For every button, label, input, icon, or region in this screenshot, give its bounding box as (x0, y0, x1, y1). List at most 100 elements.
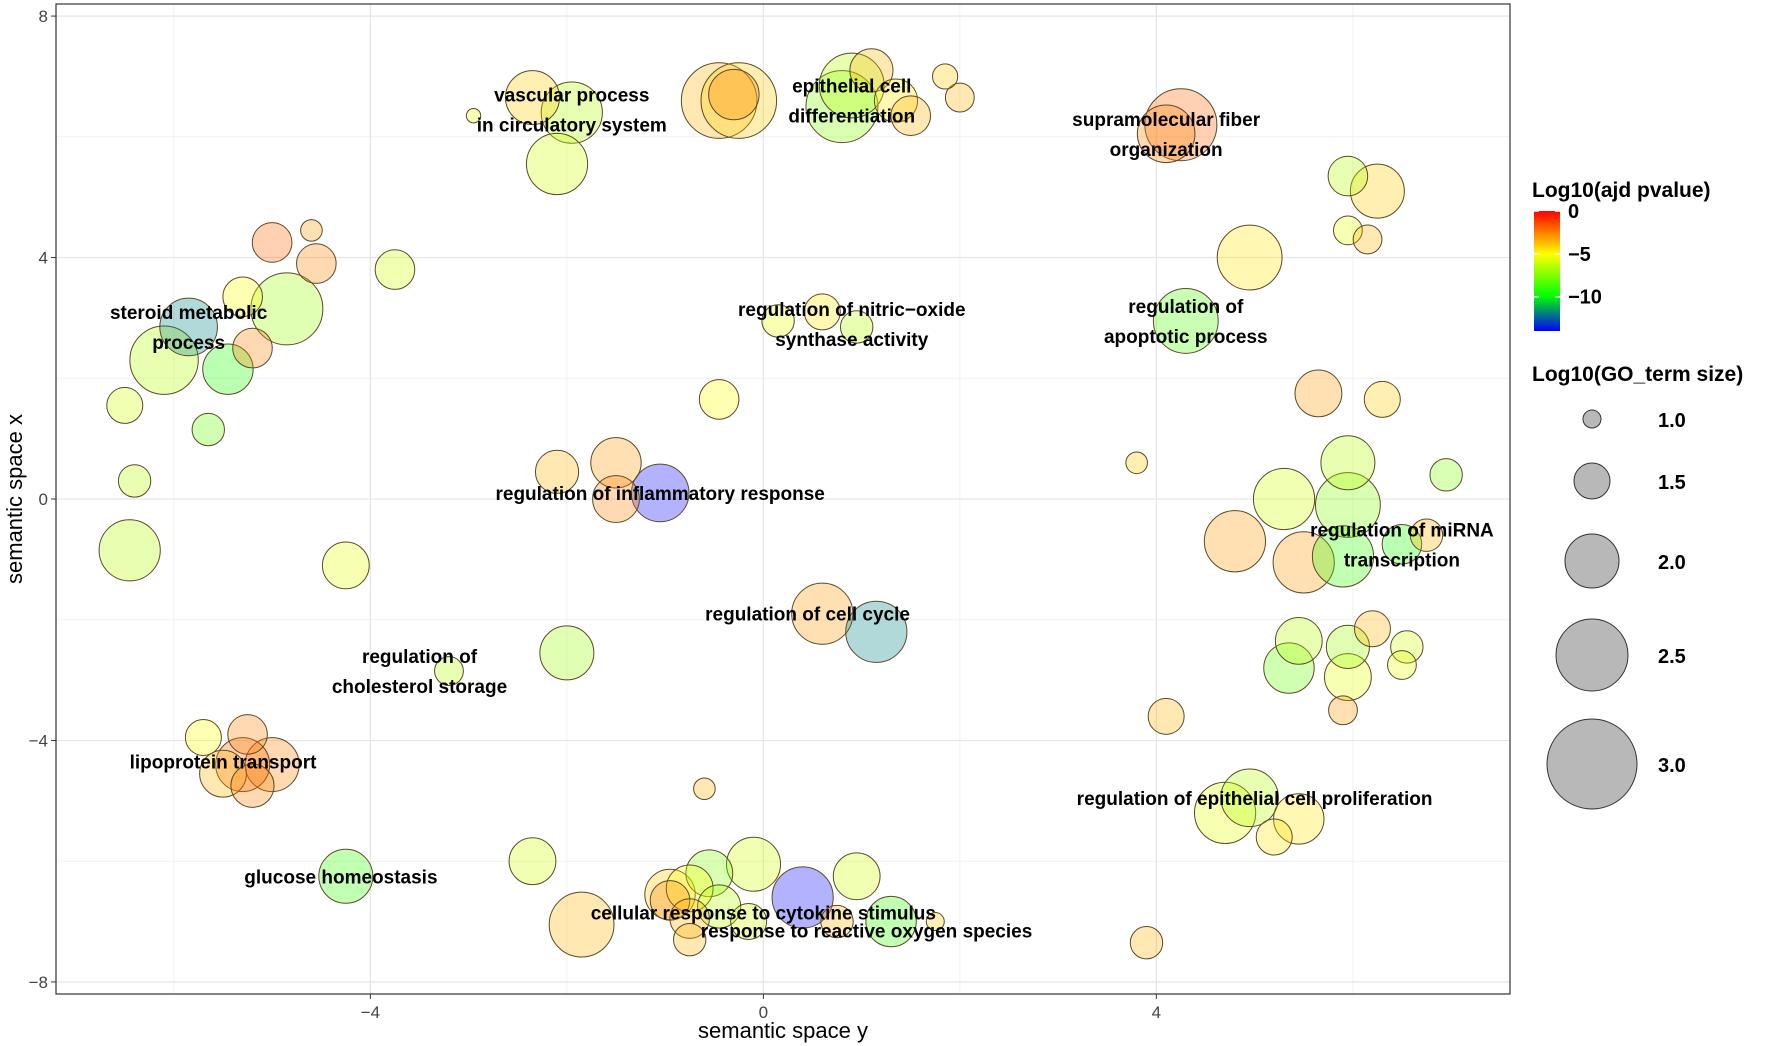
size-legend-circle (1564, 533, 1620, 589)
go-term-bubble (1349, 163, 1405, 219)
go-term-bubble (1332, 215, 1363, 246)
go-term-bubble (222, 276, 263, 318)
go-term-bubble (1320, 435, 1376, 491)
go-term-bubble (1353, 610, 1391, 648)
color-legend-tick-label: −5 (1568, 244, 1591, 266)
y-tick-label: −4 (29, 731, 48, 750)
go-term-bubble (1220, 768, 1279, 828)
go-term-label: regulation of epithelial cell proliferat… (1077, 789, 1433, 810)
go-term-label: regulation of miRNA (1310, 520, 1494, 541)
go-term-bubble (539, 625, 595, 681)
size-legend-title: Log10(GO_term size) (1532, 363, 1743, 386)
size-legend: Log10(GO_term size) 1.0 1.5 2.0 2.5 3.0 (1532, 363, 1743, 810)
go-term-label: regulation of inflammatory response (495, 484, 824, 505)
go-term-bubble (1255, 818, 1293, 856)
go-term-bubble (199, 749, 247, 798)
go-term-label: response to reactive oxygen species (701, 922, 1033, 943)
points-layer (98, 48, 1463, 960)
go-term-bubble (1147, 697, 1185, 735)
go-term-bubble (818, 52, 885, 119)
go-term-bubble (1311, 525, 1375, 588)
go-term-bubble (839, 310, 874, 344)
go-term-bubble (820, 904, 854, 939)
go-term-bubble (548, 891, 615, 958)
go-term-bubble (1152, 288, 1219, 354)
go-term-bubble (504, 70, 560, 126)
go-term-label: regulation of (362, 647, 478, 668)
go-term-bubble (1387, 650, 1417, 680)
go-term-bubble (184, 718, 222, 756)
go-term-label: epithelial cell (792, 77, 911, 98)
y-axis-title: semantic space x (2, 414, 27, 584)
go-term-bubble (374, 249, 416, 290)
grid (56, 4, 1510, 994)
go-term-label: process (152, 333, 225, 354)
go-term-bubble (1352, 224, 1383, 255)
go-term-label: lipoprotein transport (130, 753, 318, 774)
go-term-bubble (771, 866, 834, 929)
color-legend-bar (1534, 211, 1560, 331)
go-term-bubble (1263, 642, 1315, 694)
go-term-bubble (1328, 695, 1358, 726)
go-term-bubble (669, 898, 710, 939)
x-axis-title: semantic space y (698, 1018, 868, 1043)
go-term-bubble (761, 304, 795, 338)
go-term-label: regulation of nitric−oxide (738, 300, 966, 321)
go-term-bubble (98, 519, 161, 582)
go-term-bubble (873, 78, 919, 123)
size-legend-label: 2.0 (1658, 552, 1686, 574)
go-term-label: glucose homeostasis (244, 867, 437, 888)
go-term-bubble (321, 541, 370, 590)
color-legend: Log10(ajd pvalue) 0 −5 −10 (1532, 179, 1711, 331)
go-term-label: regulation of cell cycle (705, 605, 910, 626)
go-term-bubble (1125, 451, 1148, 475)
go-term-label: in circulatory system (477, 116, 667, 137)
size-legend-label: 2.5 (1658, 646, 1686, 668)
go-term-bubble (465, 107, 482, 124)
go-term-bubble (250, 272, 324, 346)
y-tick-label: 4 (39, 249, 48, 268)
go-term-bubble (202, 343, 254, 395)
size-legend-label: 1.0 (1658, 410, 1686, 432)
go-term-bubble (1272, 531, 1335, 594)
go-term-bubble (534, 449, 580, 494)
go-term-bubble (1203, 510, 1267, 573)
go-term-bubble (318, 848, 374, 904)
go-term-bubble (1381, 523, 1423, 565)
go-term-bubble (106, 386, 144, 424)
go-term-label: regulation of (1128, 297, 1244, 318)
color-legend-title: Log10(ajd pvalue) (1532, 179, 1711, 202)
go-term-bubble (1252, 467, 1316, 531)
go-term-bubble (849, 48, 894, 93)
go-term-label: apoptotic process (1104, 327, 1268, 348)
go-term-bubble (1136, 104, 1196, 164)
term-labels-layer: vascular process in circulatory system epi… (110, 77, 1494, 943)
color-legend-tick-label: −10 (1568, 287, 1602, 309)
go-term-bubble (300, 219, 323, 242)
go-term-bubble (434, 656, 464, 686)
go-term-bubble (117, 464, 152, 498)
size-legend-label: 3.0 (1658, 755, 1686, 777)
go-term-bubble (845, 600, 908, 663)
go-term-bubble (159, 297, 218, 357)
color-legend-tick-label: 0 (1568, 201, 1579, 223)
x-tick-label: 4 (1152, 1003, 1161, 1022)
go-term-bubble (525, 132, 589, 196)
x-tick-label: −4 (361, 1003, 380, 1022)
go-term-bubble (540, 81, 603, 144)
y-tick-label: 0 (39, 490, 48, 509)
go-term-bubble (932, 63, 959, 90)
go-term-bubble (1327, 155, 1369, 197)
x-axis-ticks: −4 0 4 (361, 994, 1161, 1022)
go-term-bubble (630, 463, 690, 523)
size-legend-circle (1582, 409, 1602, 429)
go-term-label: transcription (1344, 550, 1460, 571)
go-term-bubble (708, 68, 760, 121)
go-term-bubble (592, 475, 640, 523)
x-tick-label: 0 (759, 1003, 768, 1022)
go-term-bubble (925, 912, 945, 932)
go-term-bubble (693, 777, 716, 801)
go-term-bubble (1294, 369, 1343, 418)
go-term-bubble (1363, 380, 1401, 418)
